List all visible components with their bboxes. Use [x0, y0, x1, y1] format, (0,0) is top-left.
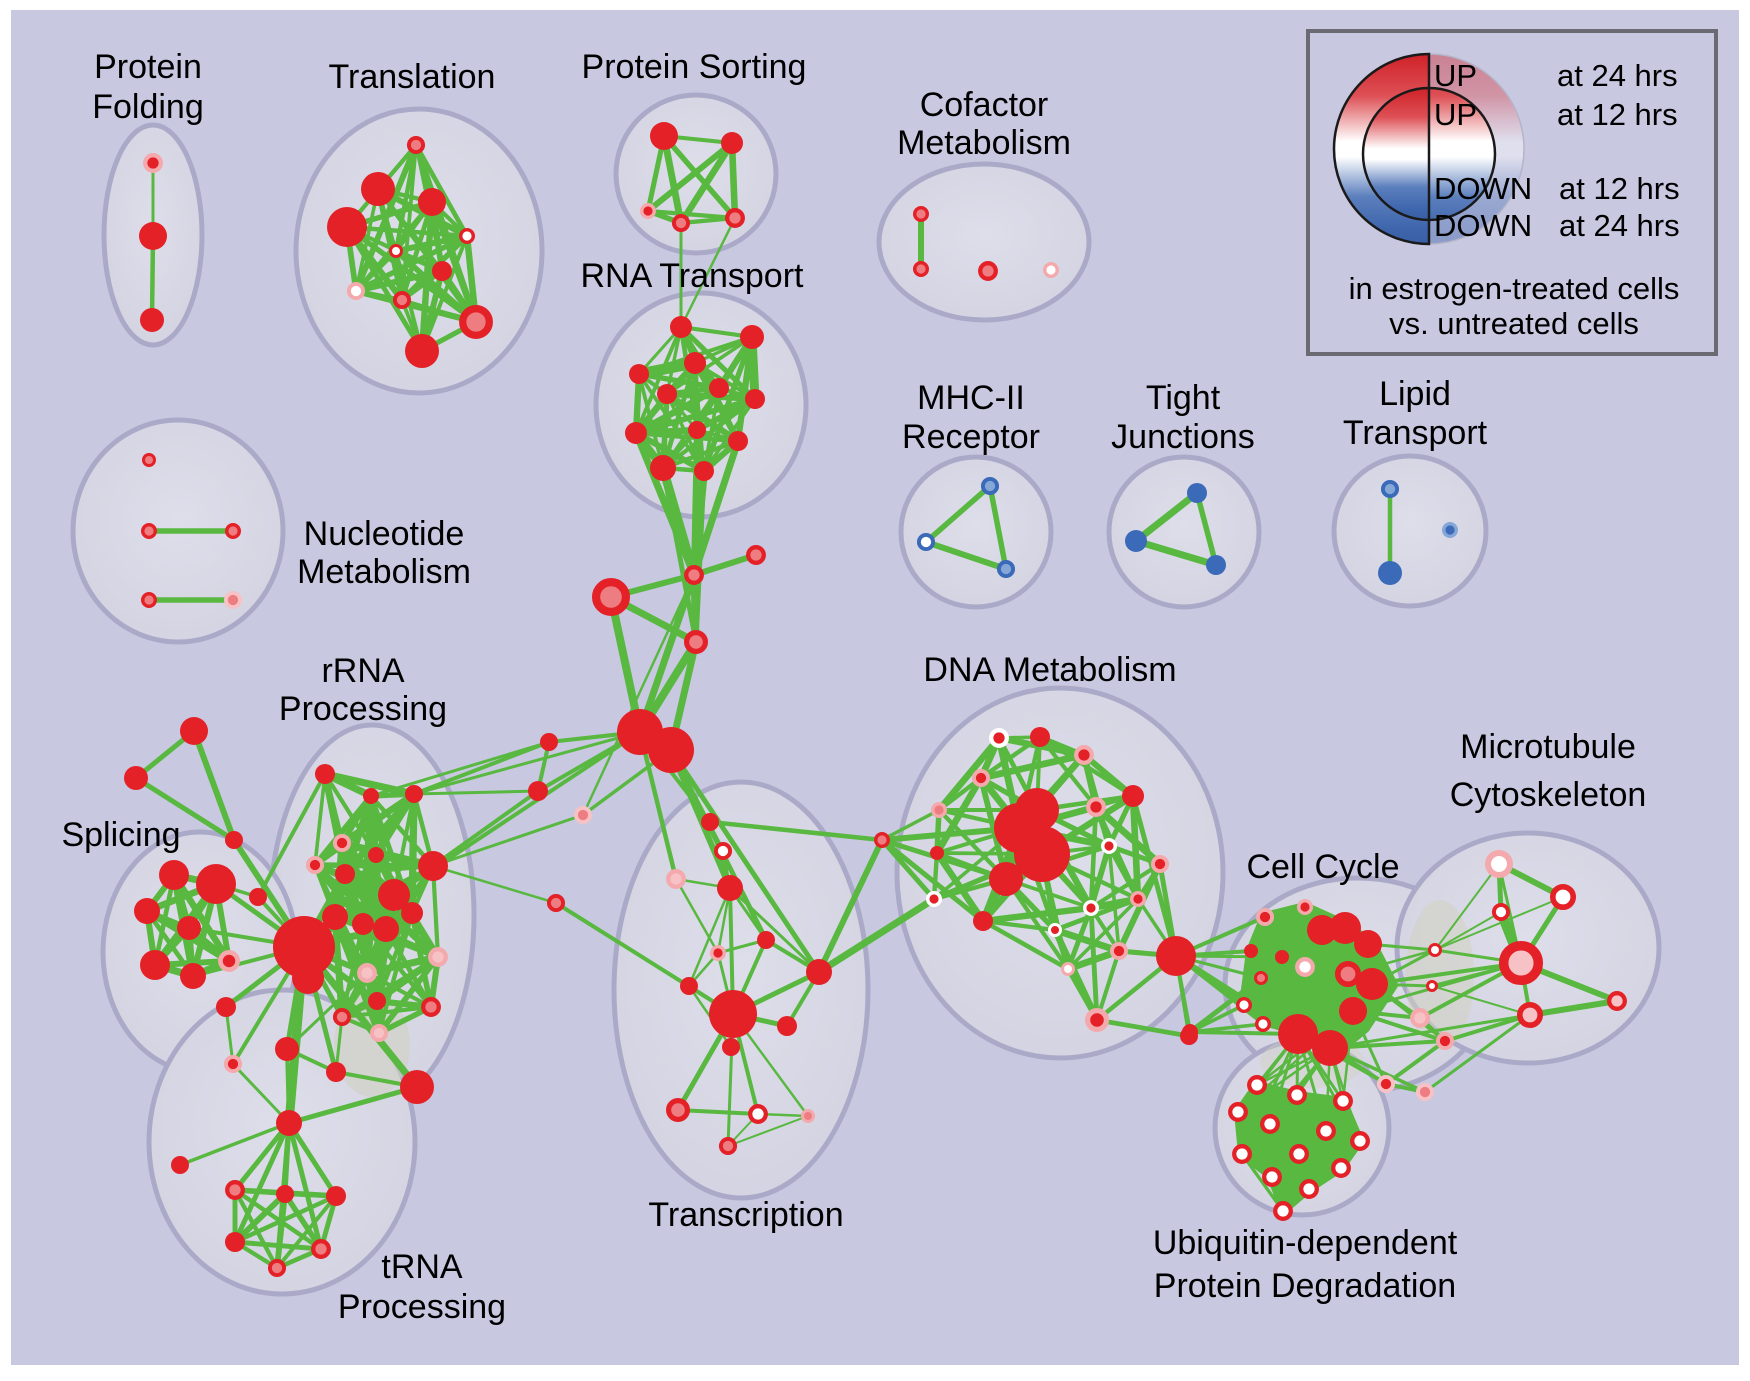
svg-text:MHC-II: MHC-II — [917, 379, 1025, 417]
svg-text:Junctions: Junctions — [1111, 418, 1255, 456]
svg-text:at 24 hrs: at 24 hrs — [1557, 58, 1678, 93]
svg-text:Transcription: Transcription — [648, 1196, 843, 1234]
svg-text:Processing: Processing — [279, 690, 447, 728]
svg-text:Receptor: Receptor — [902, 418, 1040, 456]
svg-text:Microtubule: Microtubule — [1460, 728, 1636, 766]
svg-text:Protein Sorting: Protein Sorting — [582, 48, 807, 86]
svg-text:in estrogen-treated cells: in estrogen-treated cells — [1349, 271, 1680, 306]
svg-text:Metabolism: Metabolism — [897, 124, 1071, 162]
svg-text:Lipid: Lipid — [1379, 375, 1451, 413]
svg-text:at 12 hrs: at 12 hrs — [1557, 97, 1678, 132]
svg-text:DOWN: DOWN — [1434, 208, 1532, 243]
svg-text:Cytoskeleton: Cytoskeleton — [1450, 776, 1647, 814]
svg-text:rRNA: rRNA — [321, 652, 404, 690]
svg-text:Tight: Tight — [1146, 379, 1221, 417]
svg-text:Processing: Processing — [338, 1288, 506, 1326]
svg-text:Metabolism: Metabolism — [297, 553, 471, 591]
svg-text:Nucleotide: Nucleotide — [304, 515, 465, 553]
svg-text:UP: UP — [1434, 58, 1477, 93]
svg-text:Cell Cycle: Cell Cycle — [1246, 848, 1399, 886]
svg-text:DOWN: DOWN — [1434, 171, 1532, 206]
svg-text:Protein: Protein — [94, 48, 202, 86]
svg-text:Protein Degradation: Protein Degradation — [1154, 1267, 1456, 1305]
svg-text:DNA Metabolism: DNA Metabolism — [923, 651, 1176, 689]
svg-text:RNA Transport: RNA Transport — [581, 257, 805, 295]
svg-text:tRNA: tRNA — [381, 1248, 463, 1286]
svg-text:vs. untreated cells: vs. untreated cells — [1389, 306, 1639, 341]
svg-text:Folding: Folding — [92, 88, 204, 126]
svg-text:Transport: Transport — [1343, 414, 1488, 452]
svg-text:Splicing: Splicing — [61, 816, 180, 854]
svg-text:UP: UP — [1434, 97, 1477, 132]
svg-text:at 12 hrs: at 12 hrs — [1559, 171, 1680, 206]
svg-text:Ubiquitin-dependent: Ubiquitin-dependent — [1153, 1224, 1458, 1262]
svg-text:Cofactor: Cofactor — [920, 86, 1049, 124]
svg-text:Translation: Translation — [329, 58, 496, 96]
svg-text:at 24 hrs: at 24 hrs — [1559, 208, 1680, 243]
